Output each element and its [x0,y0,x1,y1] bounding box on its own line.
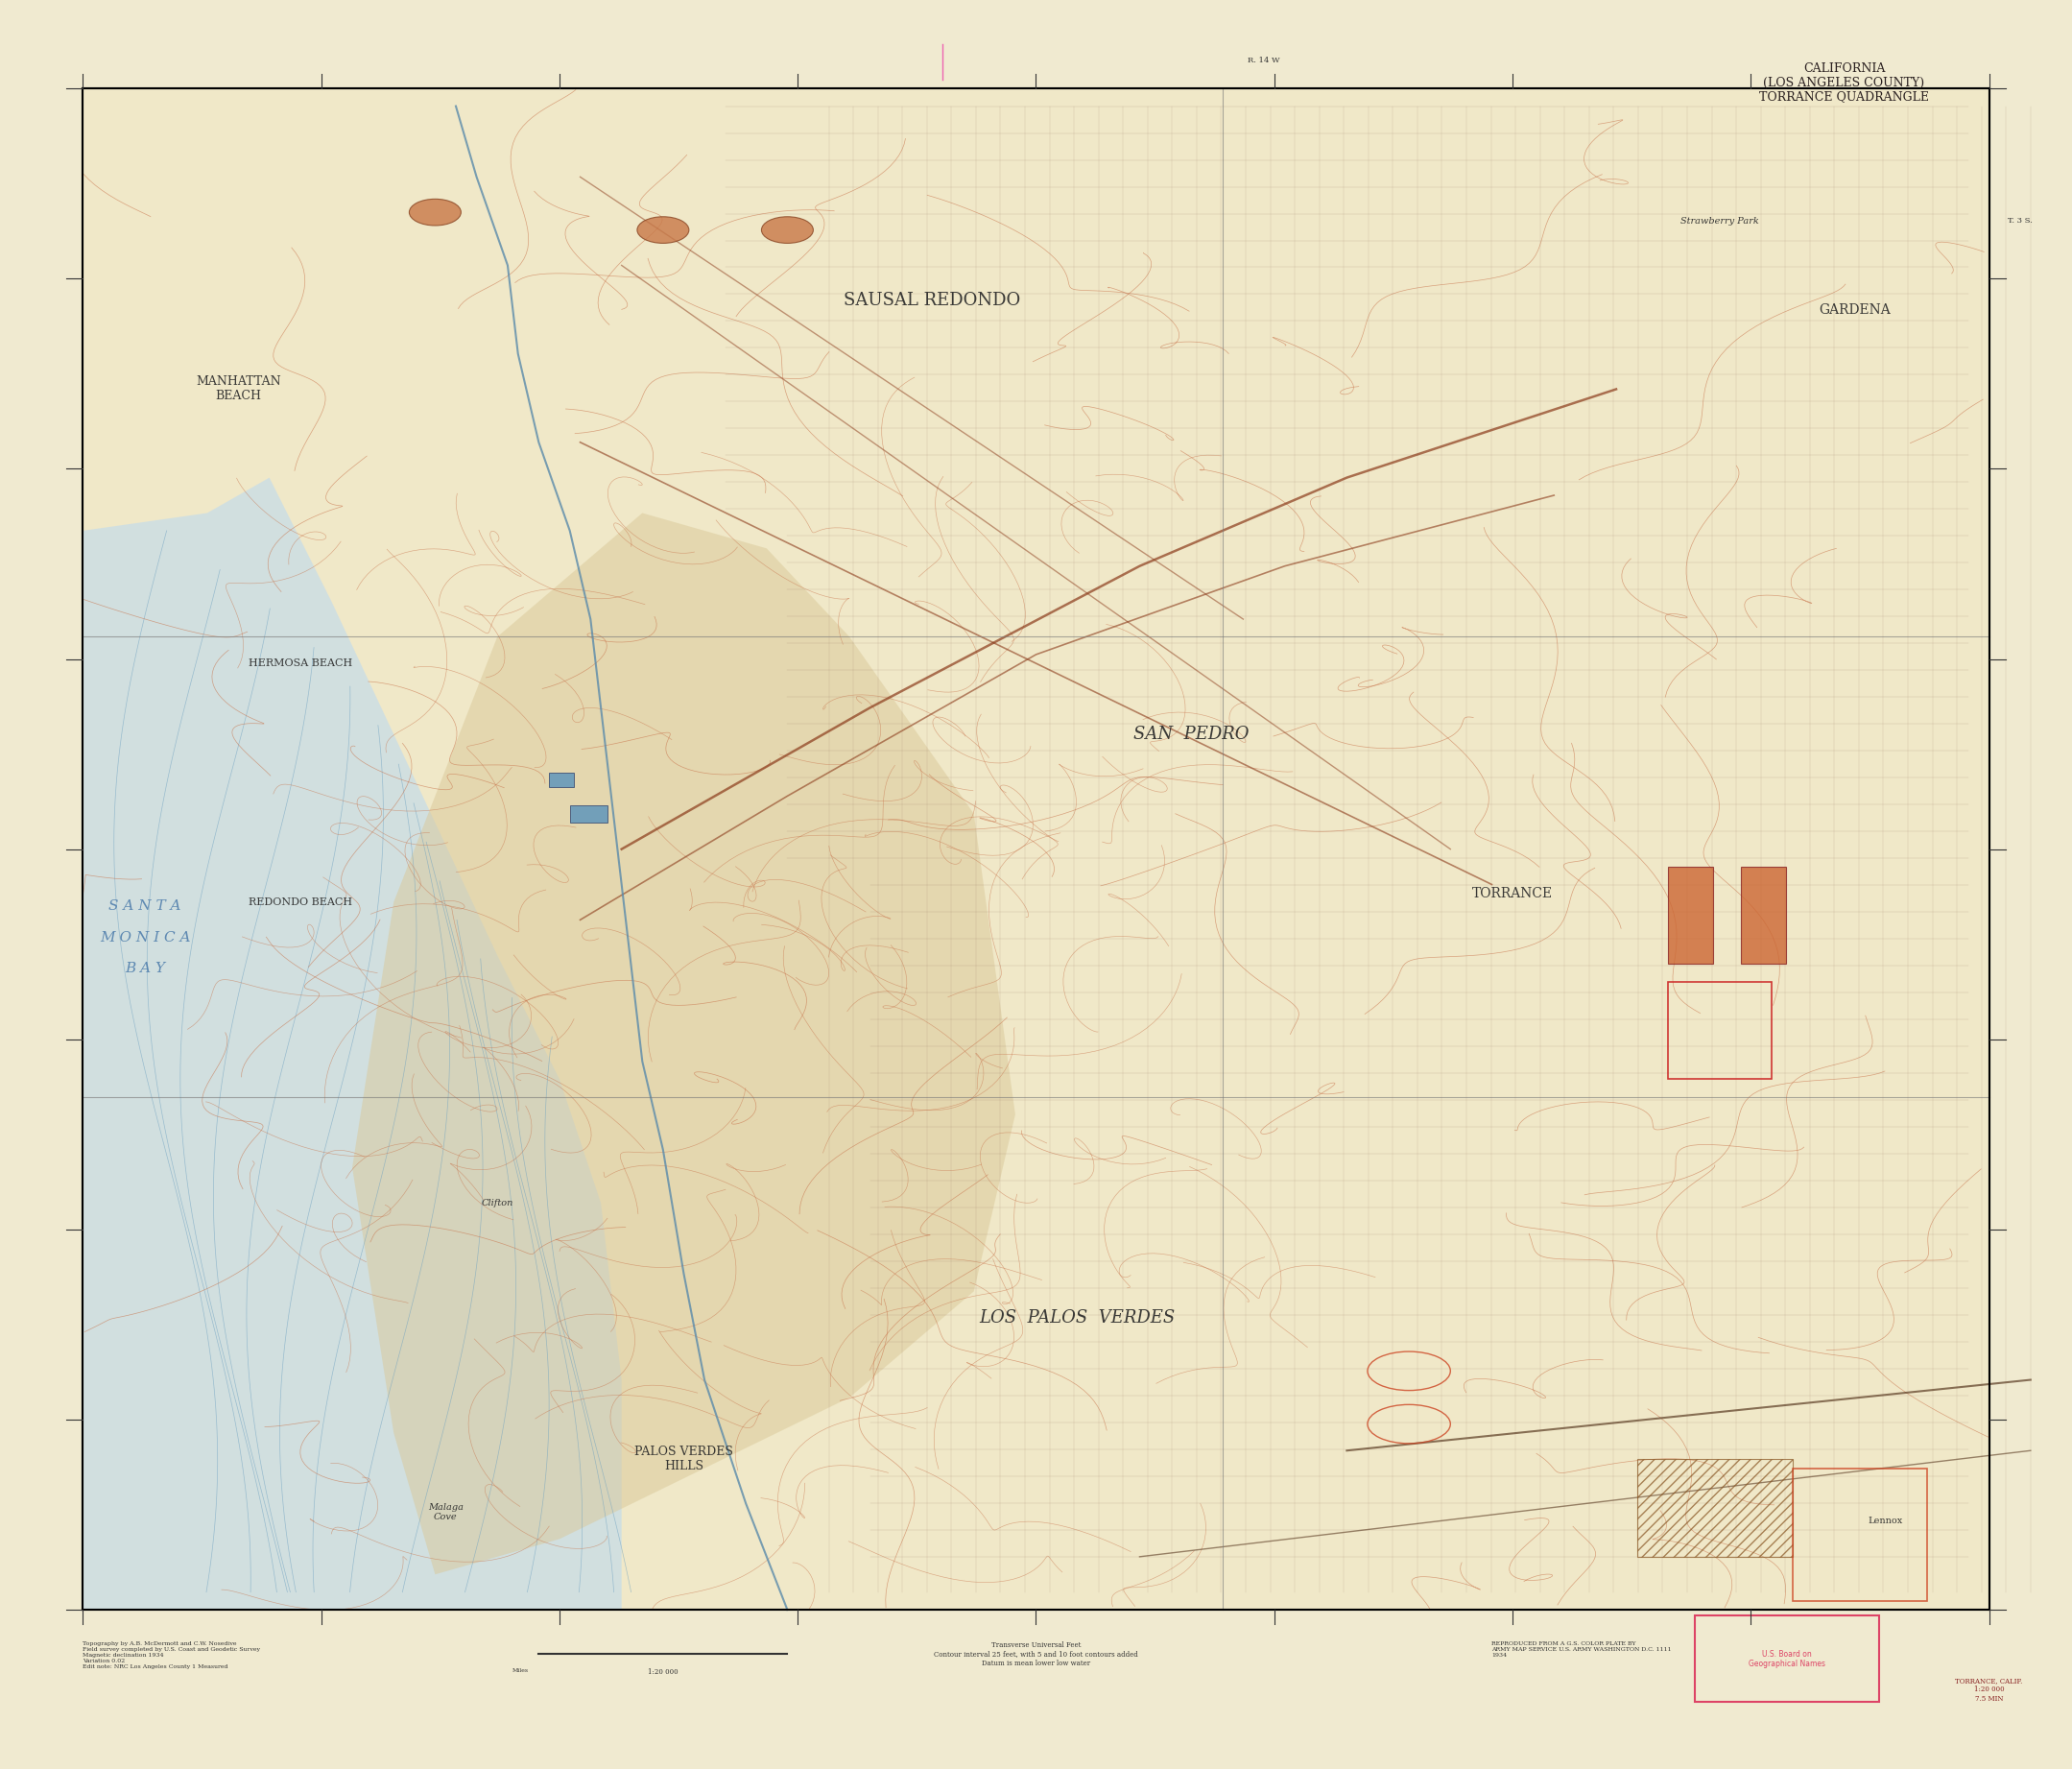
Text: U.S. Board on
Geographical Names: U.S. Board on Geographical Names [1749,1650,1825,1668]
Bar [1740,867,1786,964]
Bar [1792,1468,1927,1601]
Text: HERMOSA BEACH: HERMOSA BEACH [249,658,352,669]
Bar [1668,867,1714,964]
Ellipse shape [638,216,688,244]
Text: Lennox: Lennox [1869,1518,1902,1525]
Text: CALIFORNIA
(LOS ANGELES COUNTY)
TORRANCE QUADRANGLE: CALIFORNIA (LOS ANGELES COUNTY) TORRANCE… [1759,62,1929,103]
Text: Malaga
Cove: Malaga Cove [427,1504,464,1521]
Text: SAUSAL REDONDO: SAUSAL REDONDO [843,292,1021,310]
Polygon shape [83,478,622,1610]
Text: Clifton: Clifton [481,1199,514,1206]
Text: REDONDO BEACH: REDONDO BEACH [249,897,352,907]
Text: Transverse Universal Feet
Contour interval 25 feet, with 5 and 10 foot contours : Transverse Universal Feet Contour interv… [934,1642,1138,1666]
Text: TORRANCE: TORRANCE [1473,886,1552,900]
Text: Strawberry Park: Strawberry Park [1680,218,1759,225]
Text: R. 14 W: R. 14 W [1247,57,1280,64]
Text: T. 3 S.: T. 3 S. [2008,218,2033,225]
Text: MANHATTAN
BEACH: MANHATTAN BEACH [195,375,282,403]
Bar [1668,982,1772,1079]
Text: PALOS VERDES
HILLS: PALOS VERDES HILLS [634,1445,733,1474]
Text: 1:20 000: 1:20 000 [649,1668,678,1675]
Bar [1637,1459,1792,1557]
Text: GARDENA: GARDENA [1819,302,1890,317]
Bar [570,805,607,823]
Text: REPRODUCED FROM A G.S. COLOR PLATE BY
ARMY MAP SERVICE U.S. ARMY WASHINGTON D.C.: REPRODUCED FROM A G.S. COLOR PLATE BY AR… [1492,1642,1672,1658]
Text: LOS  PALOS  VERDES: LOS PALOS VERDES [980,1309,1175,1327]
Ellipse shape [408,200,460,226]
Text: Miles: Miles [512,1668,528,1673]
Text: SAN  PEDRO: SAN PEDRO [1133,725,1249,743]
Bar [549,773,574,787]
Text: Topography by A.B. McDermott and C.W. Nosedive
Field survey completed by U.S. Co: Topography by A.B. McDermott and C.W. No… [83,1642,261,1668]
Bar [83,88,1989,1610]
Polygon shape [352,513,1015,1574]
Text: S A N T A

M O N I C A

B A Y: S A N T A M O N I C A B A Y [99,900,191,975]
Text: TORRANCE, CALIF.
1:20 000
7.5 MIN: TORRANCE, CALIF. 1:20 000 7.5 MIN [1956,1677,2022,1702]
Ellipse shape [762,216,812,244]
